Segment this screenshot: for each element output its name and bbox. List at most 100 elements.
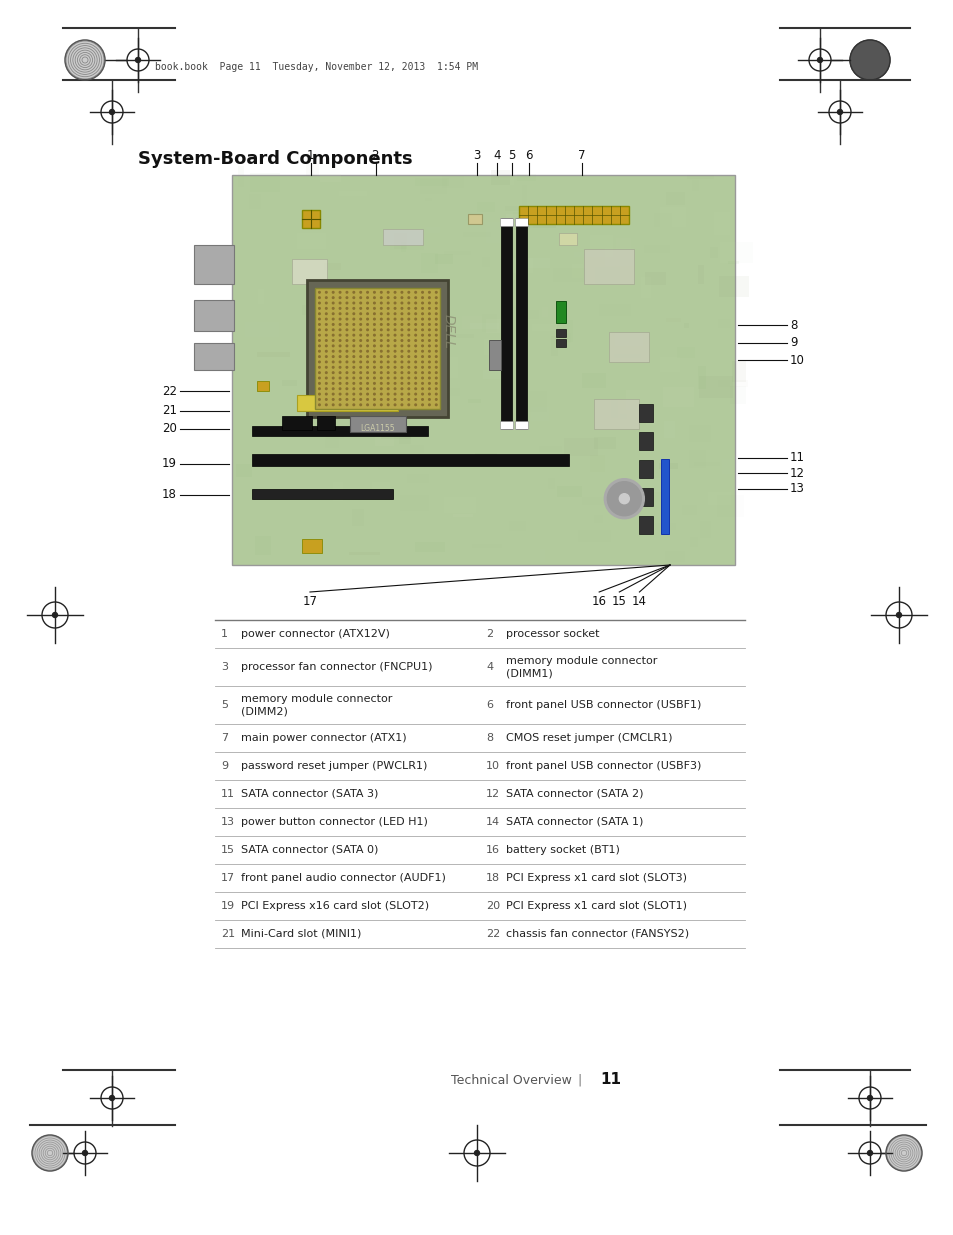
- Circle shape: [415, 404, 416, 405]
- Circle shape: [408, 329, 409, 331]
- Circle shape: [353, 308, 355, 309]
- Circle shape: [380, 367, 382, 368]
- FancyBboxPatch shape: [515, 217, 528, 226]
- Circle shape: [318, 324, 320, 325]
- FancyBboxPatch shape: [571, 264, 582, 278]
- Circle shape: [408, 303, 409, 304]
- Circle shape: [415, 340, 416, 341]
- Circle shape: [400, 308, 402, 309]
- Circle shape: [325, 377, 327, 379]
- Circle shape: [353, 312, 355, 315]
- Circle shape: [408, 291, 409, 293]
- FancyBboxPatch shape: [453, 514, 473, 517]
- Circle shape: [353, 399, 355, 400]
- Text: power button connector (LED H1): power button connector (LED H1): [241, 818, 428, 827]
- Circle shape: [366, 361, 368, 363]
- Text: PCI Express x1 card slot (SLOT1): PCI Express x1 card slot (SLOT1): [505, 902, 686, 911]
- Text: 15: 15: [221, 845, 234, 855]
- FancyBboxPatch shape: [500, 217, 512, 429]
- Circle shape: [394, 383, 395, 384]
- Circle shape: [603, 479, 643, 519]
- Circle shape: [435, 377, 436, 379]
- Text: |: |: [578, 1073, 581, 1087]
- Circle shape: [415, 361, 416, 363]
- Circle shape: [421, 319, 423, 320]
- FancyBboxPatch shape: [732, 361, 745, 382]
- Circle shape: [435, 356, 436, 357]
- Circle shape: [353, 383, 355, 384]
- Circle shape: [332, 296, 334, 299]
- Circle shape: [332, 388, 334, 389]
- Circle shape: [332, 356, 334, 357]
- FancyBboxPatch shape: [394, 232, 406, 249]
- Text: memory module connector
(DIMM1): memory module connector (DIMM1): [505, 656, 657, 678]
- Text: 16: 16: [591, 595, 606, 608]
- Text: Mini-Card slot (MINI1): Mini-Card slot (MINI1): [241, 929, 361, 939]
- Circle shape: [374, 340, 375, 341]
- FancyBboxPatch shape: [698, 266, 703, 284]
- Circle shape: [428, 312, 430, 315]
- Circle shape: [346, 308, 348, 309]
- Circle shape: [346, 367, 348, 368]
- Text: 3: 3: [221, 662, 228, 672]
- Circle shape: [408, 296, 409, 299]
- Circle shape: [359, 340, 361, 341]
- Circle shape: [394, 361, 395, 363]
- FancyBboxPatch shape: [350, 416, 406, 432]
- Circle shape: [332, 372, 334, 373]
- Circle shape: [400, 361, 402, 363]
- Circle shape: [325, 319, 327, 320]
- Circle shape: [318, 351, 320, 352]
- Text: 8: 8: [485, 734, 493, 743]
- Circle shape: [428, 308, 430, 309]
- Circle shape: [325, 335, 327, 336]
- FancyBboxPatch shape: [235, 464, 252, 477]
- Circle shape: [415, 377, 416, 379]
- Circle shape: [325, 383, 327, 384]
- Circle shape: [380, 308, 382, 309]
- Circle shape: [82, 1151, 88, 1156]
- Circle shape: [318, 367, 320, 368]
- Circle shape: [400, 404, 402, 405]
- FancyBboxPatch shape: [556, 487, 581, 496]
- FancyBboxPatch shape: [193, 300, 233, 331]
- Circle shape: [318, 296, 320, 299]
- Circle shape: [318, 312, 320, 315]
- Circle shape: [325, 367, 327, 368]
- Circle shape: [359, 372, 361, 373]
- Circle shape: [428, 383, 430, 384]
- Circle shape: [435, 312, 436, 315]
- FancyBboxPatch shape: [491, 178, 514, 185]
- FancyBboxPatch shape: [482, 370, 512, 379]
- Circle shape: [421, 340, 423, 341]
- FancyBboxPatch shape: [639, 459, 653, 478]
- Circle shape: [353, 345, 355, 347]
- Circle shape: [380, 399, 382, 400]
- FancyBboxPatch shape: [325, 336, 355, 353]
- Circle shape: [421, 399, 423, 400]
- Circle shape: [421, 404, 423, 405]
- Circle shape: [428, 393, 430, 395]
- Circle shape: [421, 291, 423, 293]
- Circle shape: [896, 613, 901, 618]
- Circle shape: [394, 399, 395, 400]
- Circle shape: [387, 308, 389, 309]
- Circle shape: [394, 319, 395, 320]
- FancyBboxPatch shape: [505, 215, 532, 227]
- Circle shape: [359, 393, 361, 395]
- Circle shape: [400, 356, 402, 357]
- Circle shape: [353, 340, 355, 341]
- Circle shape: [408, 377, 409, 379]
- Circle shape: [415, 345, 416, 347]
- FancyBboxPatch shape: [644, 272, 665, 285]
- Circle shape: [339, 399, 340, 400]
- Circle shape: [380, 296, 382, 299]
- Circle shape: [318, 399, 320, 400]
- Circle shape: [400, 388, 402, 389]
- Circle shape: [366, 372, 368, 373]
- Text: 19: 19: [221, 902, 234, 911]
- Circle shape: [318, 319, 320, 320]
- Circle shape: [374, 361, 375, 363]
- Circle shape: [353, 377, 355, 379]
- Circle shape: [421, 361, 423, 363]
